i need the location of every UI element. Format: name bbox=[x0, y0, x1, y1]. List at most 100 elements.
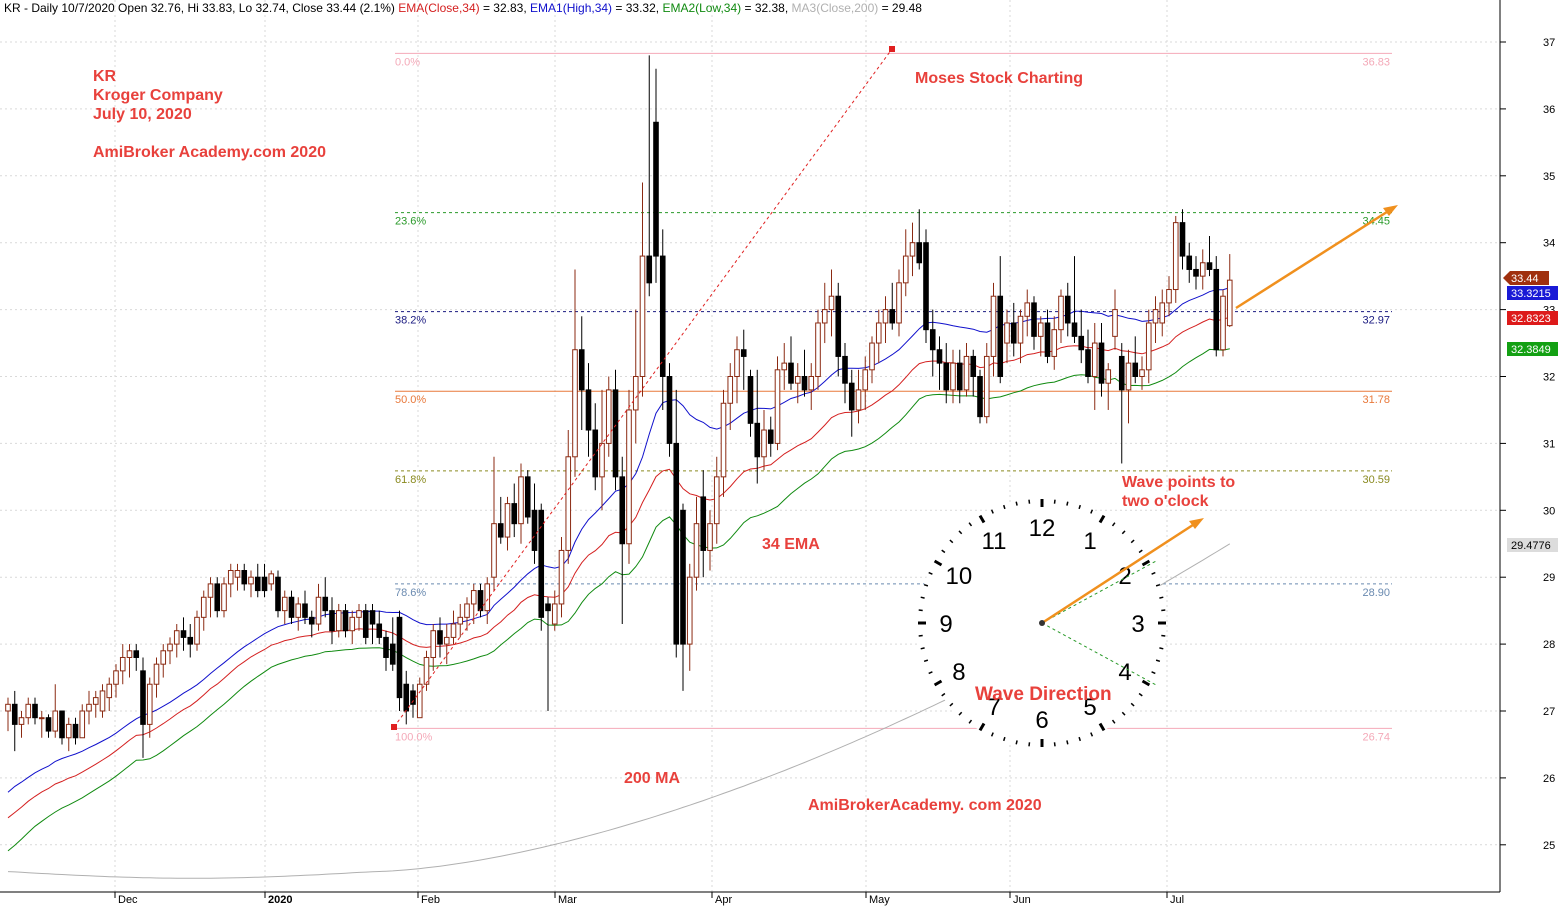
candle-body bbox=[153, 663, 160, 685]
candle-body bbox=[781, 362, 788, 371]
candle bbox=[666, 363, 673, 457]
fib-value-label: 26.74 bbox=[1362, 731, 1390, 743]
candle bbox=[1159, 289, 1166, 337]
candle-body bbox=[545, 603, 551, 612]
candle bbox=[38, 711, 45, 738]
candle bbox=[389, 617, 396, 671]
candle bbox=[565, 430, 572, 564]
candle-body bbox=[1044, 322, 1051, 357]
candle bbox=[160, 644, 167, 678]
candle bbox=[275, 570, 281, 618]
candle-body bbox=[848, 382, 855, 411]
candle bbox=[653, 68, 659, 283]
annotation-site-bottom: AmiBrokerAcademy. com 2020 bbox=[808, 797, 1042, 814]
clock-number: 3 bbox=[1131, 611, 1144, 638]
annotation-site-top: AmiBroker Academy.com 2020 bbox=[93, 144, 326, 161]
candle-body bbox=[11, 703, 18, 725]
candle-body bbox=[1186, 255, 1193, 270]
clock-tick bbox=[920, 596, 925, 599]
candle bbox=[1004, 309, 1010, 364]
clock-tick bbox=[1053, 499, 1056, 504]
candle-body bbox=[754, 422, 761, 458]
header-ma3-val: = 29.48 bbox=[882, 1, 923, 15]
candle bbox=[1179, 209, 1186, 270]
candle-body bbox=[140, 670, 146, 725]
candle bbox=[470, 583, 477, 625]
clock-number: 10 bbox=[946, 563, 973, 590]
candle-body bbox=[376, 623, 383, 638]
candle bbox=[25, 697, 32, 725]
candle bbox=[1105, 363, 1112, 410]
candle bbox=[801, 349, 808, 397]
candle-body bbox=[275, 576, 281, 612]
candle-body bbox=[707, 523, 713, 551]
annotation-wave-points-2: two o'clock bbox=[1122, 493, 1209, 510]
candle-body bbox=[396, 616, 403, 699]
candle-body bbox=[99, 690, 106, 712]
candle-body bbox=[356, 610, 362, 618]
candle-body bbox=[1125, 362, 1132, 391]
candle-body bbox=[342, 610, 349, 632]
fib-pct-label: 0.0% bbox=[395, 56, 420, 68]
candle bbox=[754, 369, 761, 484]
candle-body bbox=[1037, 322, 1044, 337]
clock-tick bbox=[933, 559, 943, 567]
candle bbox=[686, 563, 693, 671]
candle bbox=[673, 389, 680, 658]
clock-tick bbox=[1121, 711, 1126, 716]
candle bbox=[727, 363, 734, 431]
candle bbox=[1024, 289, 1031, 337]
clock-tick bbox=[1161, 634, 1166, 637]
candle-body bbox=[173, 630, 180, 645]
candle-body bbox=[1017, 315, 1024, 344]
annotation-moses: Moses Stock Charting bbox=[915, 70, 1083, 87]
candle-body bbox=[491, 523, 497, 578]
candle-body bbox=[1159, 302, 1166, 324]
candle bbox=[362, 603, 369, 645]
x-tick-label: May bbox=[869, 894, 890, 906]
clock-arrow bbox=[1041, 518, 1204, 625]
candle-body bbox=[194, 616, 200, 645]
candle bbox=[909, 222, 916, 277]
candle bbox=[79, 704, 86, 739]
candle-body bbox=[38, 717, 45, 720]
candle bbox=[288, 590, 295, 625]
clock-number: 11 bbox=[982, 528, 1007, 555]
clock-tick bbox=[918, 609, 923, 612]
candle bbox=[497, 496, 504, 544]
clock-number: 9 bbox=[939, 611, 952, 638]
clock-tick bbox=[1161, 609, 1166, 612]
candle-body bbox=[207, 583, 214, 598]
candle bbox=[1031, 296, 1037, 350]
candle bbox=[747, 369, 754, 437]
candle-body bbox=[1226, 279, 1233, 327]
candle bbox=[1206, 236, 1213, 277]
candle-body bbox=[599, 442, 605, 478]
candle bbox=[842, 343, 848, 404]
candle bbox=[1172, 215, 1179, 303]
candle-body bbox=[896, 282, 902, 324]
x-tick-label: Jul bbox=[1170, 894, 1184, 906]
clock-tick bbox=[1155, 583, 1161, 587]
grid bbox=[0, 0, 1500, 892]
candle bbox=[511, 483, 518, 538]
annotation-date: July 10, 2020 bbox=[93, 106, 192, 123]
candle-body bbox=[1145, 322, 1152, 371]
clock-tick bbox=[990, 509, 994, 514]
candle-body bbox=[133, 650, 140, 658]
candle bbox=[1112, 289, 1118, 350]
candle bbox=[545, 597, 551, 711]
candle bbox=[45, 714, 52, 738]
clock-tick bbox=[1111, 719, 1116, 724]
candle bbox=[1044, 309, 1051, 364]
candle-body bbox=[1031, 302, 1037, 337]
clock-dotted-hand-2 bbox=[1041, 559, 1159, 624]
fib-value-label: 31.78 bbox=[1362, 394, 1390, 406]
candle bbox=[32, 697, 38, 725]
candle-body bbox=[720, 402, 727, 478]
candle bbox=[200, 590, 207, 631]
candle bbox=[1145, 309, 1152, 384]
candle-body bbox=[113, 670, 119, 685]
